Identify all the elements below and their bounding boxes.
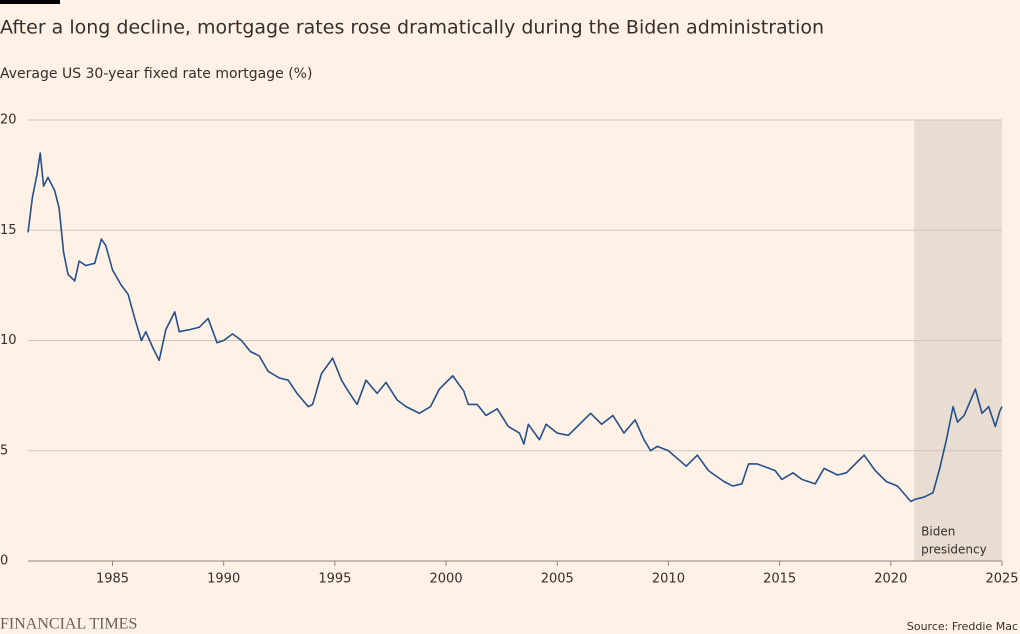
x-tick-label: 2005 [541,572,574,587]
x-tick-label: 2025 [985,572,1018,587]
top-bar [0,0,60,4]
chart-title: After a long decline, mortgage rates ros… [0,17,824,39]
y-tick-label: 15 [0,223,17,238]
chart-subtitle: Average US 30-year fixed rate mortgage (… [0,66,312,82]
x-tick-label: 2010 [652,572,685,587]
y-tick-label: 20 [0,113,17,128]
y-tick-label: 5 [0,443,8,458]
x-tick-label: 1995 [318,572,351,587]
annotation: presidency [921,543,987,557]
x-tick-label: 2015 [763,572,796,587]
x-tick-label: 1990 [207,572,240,587]
y-tick-label: 10 [0,333,17,348]
source: Source: Freddie Mac [907,620,1018,633]
x-tick-label: 2020 [874,572,907,587]
annotation: Biden [921,525,955,539]
y-tick-label: 0 [0,554,8,569]
logo: FINANCIAL TIMES [0,616,137,633]
line [27,152,1003,503]
x-tick-label: 2000 [430,572,463,587]
x-tick-label: 1985 [96,572,129,587]
